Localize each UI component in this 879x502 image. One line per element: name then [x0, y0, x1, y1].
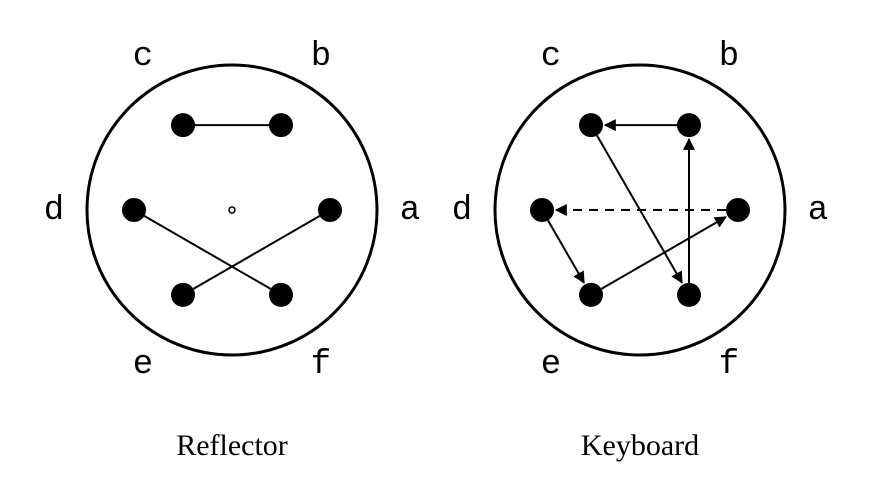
keyboard-node-f	[677, 283, 701, 307]
reflector-edge-a-e	[193, 216, 319, 289]
reflector-node-a	[318, 198, 342, 222]
keyboard-caption: Keyboard	[581, 429, 699, 462]
keyboard-edge-d-e	[548, 220, 584, 282]
keyboard-diagram: a b c d e f Keyboard	[452, 38, 828, 462]
keyboard-node-e	[579, 283, 603, 307]
keyboard-node-a	[726, 198, 750, 222]
reflector-node-c	[171, 113, 195, 137]
reflector-label-e: e	[133, 346, 153, 384]
reflector-node-f	[269, 283, 293, 307]
reflector-label-f: f	[311, 346, 331, 384]
reflector-center-dot	[229, 207, 235, 213]
keyboard-label-f: f	[719, 346, 739, 384]
reflector-edge-d-f	[144, 216, 270, 289]
keyboard-label-e: e	[541, 346, 561, 384]
keyboard-label-a: a	[808, 192, 828, 230]
reflector-node-e	[171, 283, 195, 307]
reflector-caption: Reflector	[176, 429, 288, 462]
keyboard-node-b	[677, 113, 701, 137]
keyboard-label-b: b	[719, 38, 739, 76]
diagram-canvas: a b c d e f Reflector a b c d e f Keyboard	[0, 0, 879, 502]
reflector-node-d	[122, 198, 146, 222]
keyboard-label-d: d	[452, 192, 472, 230]
keyboard-label-c: c	[541, 38, 561, 76]
reflector-label-c: c	[133, 38, 153, 76]
keyboard-node-d	[530, 198, 554, 222]
reflector-node-b	[269, 113, 293, 137]
keyboard-edge-e-a	[601, 217, 725, 289]
keyboard-node-c	[579, 113, 603, 137]
reflector-label-a: a	[400, 192, 420, 230]
reflector-label-d: d	[44, 192, 64, 230]
reflector-label-b: b	[311, 38, 331, 76]
reflector-diagram: a b c d e f Reflector	[44, 38, 420, 462]
